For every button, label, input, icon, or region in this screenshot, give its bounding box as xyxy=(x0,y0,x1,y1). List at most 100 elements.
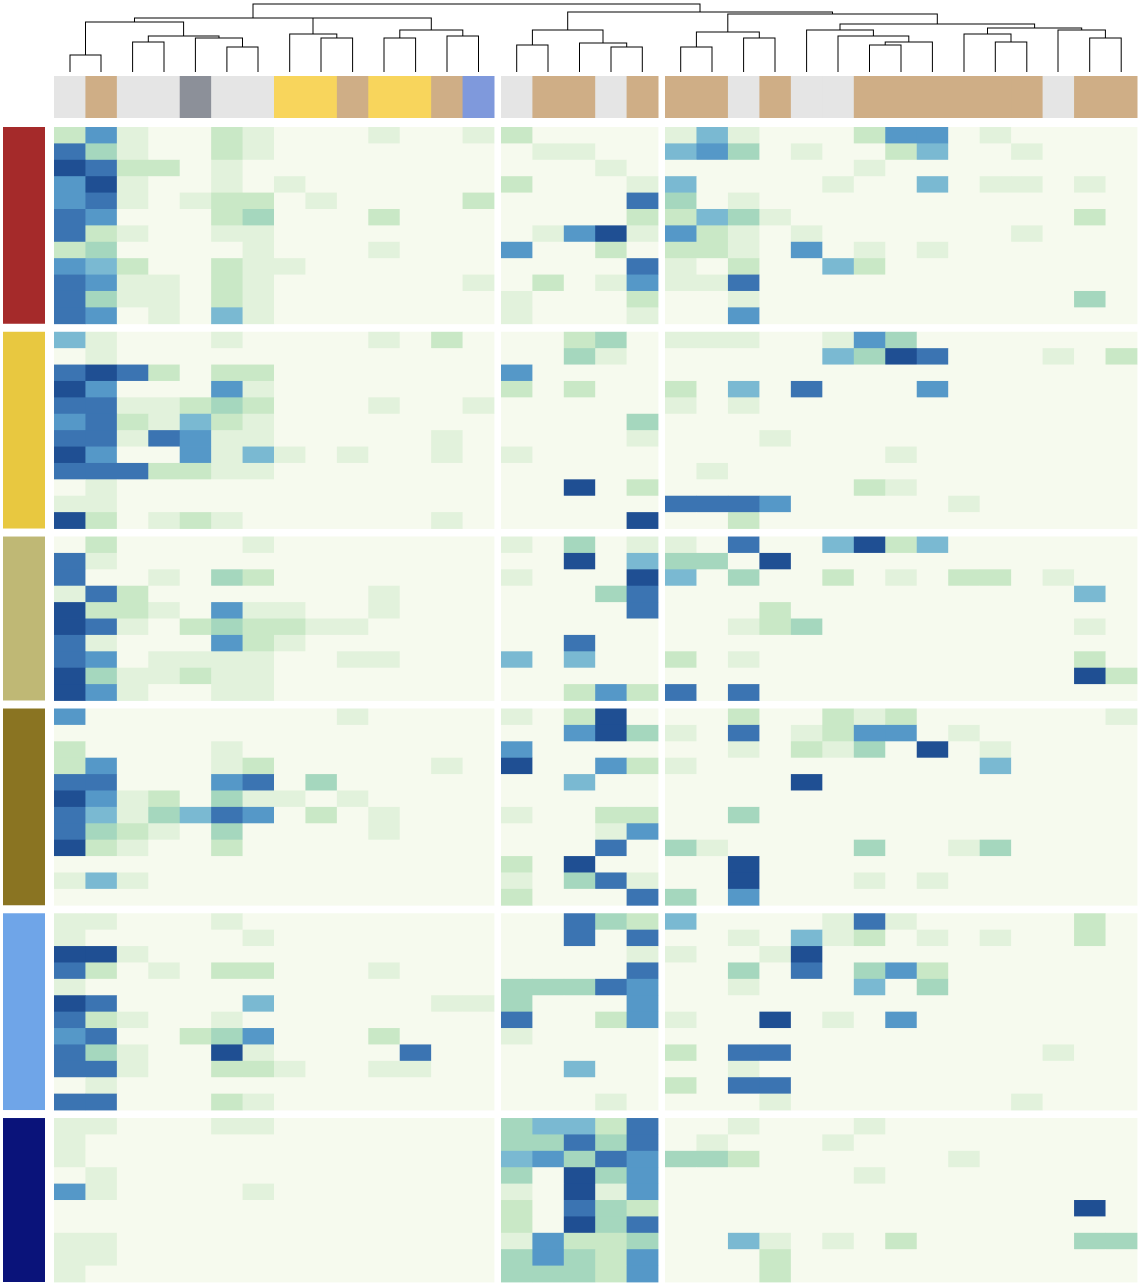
heatmap-cell xyxy=(148,774,181,791)
heatmap-cell xyxy=(368,258,401,275)
heatmap-cell xyxy=(532,159,565,177)
column-annotation xyxy=(336,76,369,118)
heatmap-cell xyxy=(501,1044,533,1062)
heatmap-cell xyxy=(431,241,463,259)
heatmap-cell xyxy=(563,569,596,587)
heatmap-cell xyxy=(305,839,338,857)
heatmap-cell xyxy=(853,241,886,259)
heatmap-cell xyxy=(759,995,792,1013)
heatmap-cell xyxy=(626,1011,659,1029)
heatmap-cell xyxy=(242,1060,275,1078)
heatmap-cell xyxy=(885,978,918,996)
heatmap-cell xyxy=(696,1150,729,1168)
heatmap-cell xyxy=(532,176,565,193)
heatmap-cell xyxy=(1074,127,1106,144)
heatmap-cell xyxy=(885,446,918,464)
heatmap-cell xyxy=(665,364,697,382)
heatmap-cell xyxy=(595,946,627,963)
heatmap-cell xyxy=(179,872,212,890)
heatmap-cell xyxy=(1011,774,1043,791)
heatmap-cell xyxy=(979,602,1012,619)
heatmap-cell xyxy=(148,1093,181,1111)
heatmap-cell xyxy=(148,413,181,431)
heatmap-cell xyxy=(399,995,432,1013)
heatmap-cell xyxy=(948,258,981,275)
heatmap-cell xyxy=(501,290,533,308)
heatmap-cell xyxy=(979,1093,1012,1111)
heatmap-cell xyxy=(595,618,627,636)
heatmap-cell xyxy=(242,929,275,947)
heatmap-cell xyxy=(148,978,181,996)
heatmap-cell xyxy=(85,962,118,980)
heatmap-cell xyxy=(501,462,533,480)
heatmap-cell xyxy=(916,512,949,529)
heatmap-cell xyxy=(727,462,760,480)
heatmap-cell xyxy=(1105,724,1138,742)
heatmap-cell xyxy=(790,143,823,161)
heatmap-cell xyxy=(626,1249,659,1267)
heatmap-cell xyxy=(1105,495,1138,513)
heatmap-cell xyxy=(563,872,596,890)
heatmap-cell xyxy=(916,872,949,890)
heatmap-cell xyxy=(462,1011,495,1029)
heatmap-cell xyxy=(853,823,886,841)
heatmap-cell xyxy=(759,462,792,480)
heatmap-cell xyxy=(563,143,596,161)
heatmap-cell xyxy=(54,757,86,775)
heatmap-cell xyxy=(916,667,949,685)
heatmap-cell xyxy=(1105,1249,1138,1267)
heatmap-cell xyxy=(116,143,149,161)
heatmap-cell xyxy=(54,634,86,652)
heatmap-cell xyxy=(462,159,495,177)
heatmap-cell xyxy=(399,397,432,415)
heatmap-cell xyxy=(853,1118,886,1135)
heatmap-cell xyxy=(595,1134,627,1152)
heatmap-cell xyxy=(462,1028,495,1045)
heatmap-cell xyxy=(85,274,118,292)
heatmap-cell xyxy=(399,176,432,193)
heatmap-cell xyxy=(116,462,149,480)
heatmap-cell xyxy=(916,536,949,554)
heatmap-cell xyxy=(979,806,1012,824)
heatmap-cell xyxy=(885,1077,918,1095)
heatmap-cell xyxy=(1011,208,1043,226)
heatmap-cell xyxy=(727,241,760,259)
heatmap-cell xyxy=(242,1028,275,1045)
heatmap-cell xyxy=(336,913,369,931)
heatmap-cell xyxy=(916,1167,949,1185)
heatmap-cell xyxy=(532,585,565,603)
heatmap-cell xyxy=(948,1093,981,1111)
heatmap-cell xyxy=(727,978,760,996)
heatmap-cell xyxy=(462,856,495,873)
heatmap-cell xyxy=(853,536,886,554)
heatmap-cell xyxy=(696,1183,729,1201)
heatmap-cell xyxy=(1011,331,1043,349)
heatmap-cell xyxy=(274,364,306,382)
heatmap-cell xyxy=(853,127,886,144)
heatmap-cell xyxy=(665,1216,697,1234)
heatmap-cell xyxy=(948,946,981,963)
heatmap-cell xyxy=(399,839,432,857)
heatmap-cell xyxy=(626,348,659,365)
heatmap-cell xyxy=(368,495,401,513)
heatmap-cell xyxy=(759,1183,792,1201)
heatmap-cell xyxy=(1074,1183,1106,1201)
heatmap-cell xyxy=(462,1060,495,1078)
column-annotation xyxy=(822,76,855,118)
heatmap-cell xyxy=(1042,839,1075,857)
heatmap-cell xyxy=(116,1200,149,1217)
heatmap-cell xyxy=(305,495,338,513)
heatmap-cell xyxy=(54,176,86,193)
heatmap-cell xyxy=(759,192,792,210)
heatmap-cell xyxy=(274,724,306,742)
heatmap-cell xyxy=(85,1232,118,1250)
heatmap-cell xyxy=(399,1077,432,1095)
column-annotation xyxy=(696,76,729,118)
heatmap-cell xyxy=(696,1060,729,1078)
heatmap-cell xyxy=(626,159,659,177)
heatmap-cell xyxy=(885,241,918,259)
heatmap-cell xyxy=(1105,446,1138,464)
heatmap-cell xyxy=(948,872,981,890)
heatmap-cell xyxy=(399,569,432,587)
heatmap-cell xyxy=(54,1118,86,1135)
